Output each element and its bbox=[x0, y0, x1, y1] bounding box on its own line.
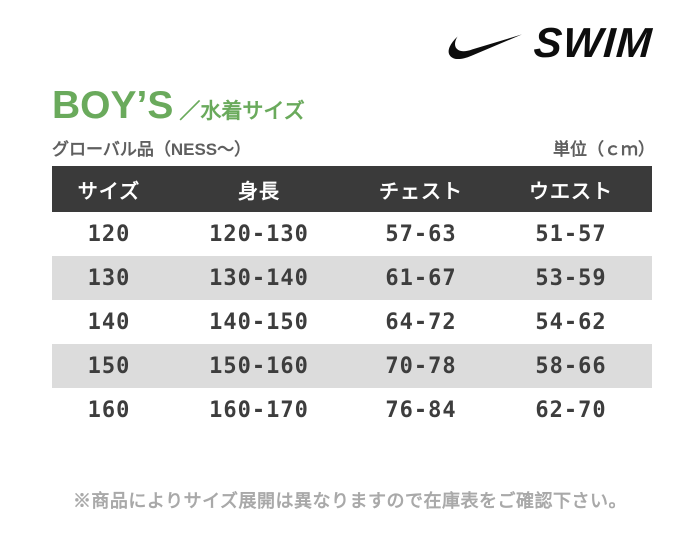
footer-note: ※商品によりサイズ展開は異なりますので在庫表をご確認下さい。 bbox=[72, 491, 628, 511]
table-cell: 160 bbox=[87, 397, 131, 423]
table-cell: 160-170 bbox=[209, 397, 309, 423]
unit-label: 単位（ｃｍ） bbox=[553, 140, 655, 159]
size-table-header-row: サイズ 身長 チェスト ウエスト bbox=[52, 166, 652, 212]
table-cell: 150-160 bbox=[166, 344, 352, 388]
table-cell: 76-84 bbox=[385, 397, 457, 423]
size-table: サイズ 身長 チェスト ウエスト 120 120-130 57-63 51-57 130 130… bbox=[52, 166, 652, 432]
table-row: 160 160-170 76-84 62-70 bbox=[52, 388, 652, 432]
table-cell: 130 bbox=[52, 256, 166, 300]
table-row: 120 120-130 57-63 51-57 bbox=[52, 212, 652, 256]
meta-row: グローバル品（NESS～） 単位（ｃｍ） bbox=[52, 135, 655, 160]
table-cell: 62-70 bbox=[535, 397, 607, 423]
table-cell: 140 bbox=[87, 309, 131, 335]
nike-swoosh-icon bbox=[448, 34, 522, 60]
column-header: サイズ bbox=[52, 166, 166, 212]
size-table-body: 120 120-130 57-63 51-57 130 130-140 61-67 53-59… bbox=[52, 212, 652, 432]
swim-wordmark: SWIM bbox=[532, 19, 654, 66]
table-cell: 150 bbox=[52, 344, 166, 388]
page-subtitle-text: ／水着サイズ bbox=[179, 100, 305, 123]
page-title: BOY’S ／水着サイズ bbox=[52, 84, 305, 128]
table-row: 140 140-150 64-72 54-62 bbox=[52, 300, 652, 344]
table-row: 130 130-140 61-67 53-59 bbox=[52, 256, 652, 300]
table-cell: 140-150 bbox=[209, 309, 309, 335]
nike-swim-logo: SWIM bbox=[448, 19, 654, 66]
table-cell: 120 bbox=[87, 221, 131, 247]
table-cell: 64-72 bbox=[385, 309, 457, 335]
column-header: ウエスト bbox=[490, 166, 652, 212]
table-cell: 53-59 bbox=[490, 256, 652, 300]
table-cell: 58-66 bbox=[490, 344, 652, 388]
table-cell: 51-57 bbox=[535, 221, 607, 247]
table-cell: 54-62 bbox=[535, 309, 607, 335]
table-cell: 57-63 bbox=[385, 221, 457, 247]
column-header: 身長 bbox=[166, 166, 352, 212]
page-title-text: BOY’S bbox=[52, 84, 174, 127]
column-header: チェスト bbox=[352, 166, 490, 212]
table-cell: 61-67 bbox=[352, 256, 490, 300]
table-cell: 70-78 bbox=[352, 344, 490, 388]
table-cell: 120-130 bbox=[209, 221, 309, 247]
table-cell: 130-140 bbox=[166, 256, 352, 300]
product-line-label: グローバル品（NESS～） bbox=[52, 140, 252, 159]
table-row: 150 150-160 70-78 58-66 bbox=[52, 344, 652, 388]
